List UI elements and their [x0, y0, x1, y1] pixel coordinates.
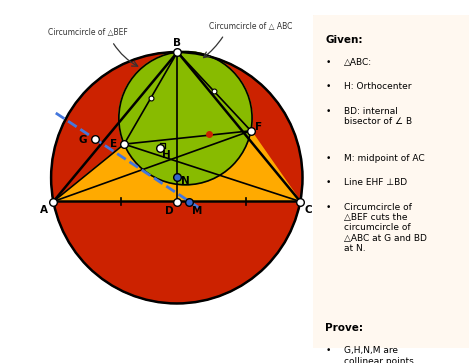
Text: •: • — [325, 203, 331, 212]
Text: Prove:: Prove: — [325, 323, 364, 333]
Text: •: • — [325, 178, 331, 187]
Text: Given:: Given: — [325, 34, 363, 45]
Text: H: Orthocenter: H: Orthocenter — [344, 82, 411, 91]
Text: BD: internal
bisector of ∠ B: BD: internal bisector of ∠ B — [344, 107, 412, 126]
Text: Circumcircle of △ ABC: Circumcircle of △ ABC — [209, 23, 292, 31]
Text: M: M — [192, 206, 203, 216]
FancyBboxPatch shape — [311, 11, 471, 355]
Text: N: N — [181, 176, 190, 187]
Text: •: • — [325, 58, 331, 67]
Text: •: • — [325, 154, 331, 163]
Text: •: • — [325, 346, 331, 355]
Circle shape — [51, 52, 302, 303]
Text: •: • — [325, 107, 331, 116]
Text: △ABC:: △ABC: — [344, 58, 372, 67]
Text: •: • — [325, 82, 331, 91]
Text: Line EHF ⊥BD: Line EHF ⊥BD — [344, 178, 407, 187]
Text: D: D — [165, 206, 174, 216]
Text: F: F — [255, 122, 263, 132]
Text: M: midpoint of AC: M: midpoint of AC — [344, 154, 425, 163]
Text: B: B — [173, 38, 182, 48]
Text: C: C — [304, 204, 312, 215]
Text: H: H — [163, 150, 171, 160]
Text: G,H,N,M are
collinear points: G,H,N,M are collinear points — [344, 346, 414, 363]
Text: E: E — [110, 139, 117, 149]
Text: G: G — [79, 135, 87, 145]
Circle shape — [119, 52, 252, 185]
Text: Circumcircle of △BEF: Circumcircle of △BEF — [48, 28, 128, 37]
Text: Circumcircle of
△BEF cuts the
circumcircle of
△ABC at G and BD
at N.: Circumcircle of △BEF cuts the circumcirc… — [344, 203, 427, 253]
Polygon shape — [54, 131, 300, 201]
Circle shape — [119, 52, 252, 185]
Text: A: A — [40, 204, 48, 215]
